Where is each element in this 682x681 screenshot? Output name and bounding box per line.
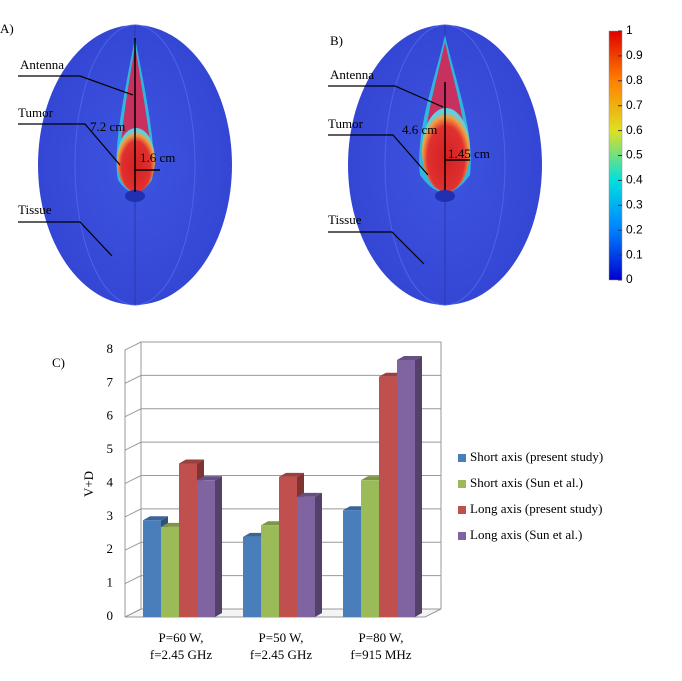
legend-swatch (458, 506, 466, 514)
colorbar-tick-label: 1 (626, 23, 633, 37)
bar (261, 525, 279, 617)
grid-line (124, 508, 441, 518)
bar (379, 376, 397, 617)
y-tick-label: 0 (107, 608, 114, 623)
leader (18, 123, 121, 166)
panel-label: C) (52, 355, 65, 370)
y-tick-label: 7 (107, 374, 114, 389)
bar-top (397, 356, 422, 361)
bar-top (279, 472, 304, 477)
colorbar-tick-label: 0.9 (626, 48, 643, 62)
bar-top (297, 492, 322, 497)
x-tick-label: P=60 W, (159, 630, 204, 645)
bar (179, 463, 197, 617)
bar (161, 526, 179, 617)
legend-label: Long axis (present study) (470, 501, 603, 516)
bar (297, 496, 315, 617)
grid-line (124, 541, 441, 551)
bar (361, 480, 379, 617)
grid-line (124, 475, 441, 484)
leader (18, 75, 134, 96)
annotation: Antenna (330, 67, 374, 82)
annotation: 1.6 cm (140, 150, 175, 165)
panel-b: B) Antenna Tumor Tissue 4.6 cm 1.45 cm (328, 24, 542, 306)
tumor-shape (422, 108, 470, 192)
panel-a: A) Antenna Tumor Tissue 7.2 cm 1.6 cm (0, 21, 232, 306)
panel-label: B) (330, 33, 343, 48)
grid-line (124, 441, 441, 451)
x-tick-label: f=915 MHz (350, 647, 411, 662)
colorbar-tick-label: 0.4 (626, 173, 643, 187)
y-tick-label: 8 (107, 341, 114, 356)
grid-line (124, 374, 441, 384)
leader (328, 231, 425, 265)
bar-side (215, 476, 222, 617)
colorbar-tick-label: 0.1 (626, 247, 643, 261)
x-tick-label: P=50 W, (259, 630, 304, 645)
leader (328, 85, 444, 108)
chart: C) V+D 0 1 2 3 4 5 6 7 8 P=60 W, f=2.45 GHz P=50 W,… (52, 341, 603, 662)
colorbar-ticks: 0 0.1 0.2 0.3 0.4 0.5 0.6 0.7 0.8 0.9 1 (618, 23, 643, 286)
leader (18, 221, 113, 257)
bar (343, 510, 361, 617)
y-tick-label: 6 (107, 408, 114, 423)
bar-side (415, 356, 422, 617)
legend-label: Short axis (present study) (470, 449, 603, 464)
grid-line (124, 341, 441, 351)
bar (243, 536, 261, 617)
legend-label: Long axis (Sun et al.) (470, 527, 582, 542)
colorbar-tick-label: 0.3 (626, 197, 643, 211)
bar (279, 476, 297, 617)
y-tick-label: 2 (107, 541, 114, 556)
bar (197, 480, 215, 617)
x-tick-label: P=80 W, (359, 630, 404, 645)
bar-top (143, 516, 168, 521)
tumor-shape (117, 128, 155, 192)
legend-label: Short axis (Sun et al.) (470, 475, 583, 490)
legend-swatch (458, 480, 466, 488)
colorbar-tick-label: 0.7 (626, 98, 643, 112)
bar (143, 520, 161, 617)
legend-swatch (458, 454, 466, 462)
annotation: Tissue (328, 212, 362, 227)
colorbar-tick-label: 0 (626, 272, 633, 286)
grid-line (124, 408, 441, 418)
annotation: Antenna (20, 57, 64, 72)
annotation: Tumor (328, 116, 364, 131)
tip (125, 190, 145, 202)
annotation: Tumor (18, 105, 54, 120)
y-tick-label: 3 (107, 508, 114, 523)
grid-line (124, 608, 441, 618)
annotation: 7.2 cm (90, 119, 125, 134)
colorbar-tick-label: 0.6 (626, 123, 643, 137)
annotation: 1.45 cm (448, 146, 490, 161)
y-axis-label: V+D (81, 471, 96, 497)
panel-label: A) (0, 21, 14, 36)
tip (435, 190, 455, 202)
y-tick-label: 1 (107, 575, 114, 590)
annotation: Tissue (18, 202, 52, 217)
annotation: 4.6 cm (402, 122, 437, 137)
bar (397, 360, 415, 617)
bar-top (197, 476, 222, 481)
x-tick-label: f=2.45 GHz (150, 647, 212, 662)
legend-swatch (458, 532, 466, 540)
leader (328, 134, 429, 176)
colorbar-tick-label: 0.2 (626, 222, 643, 236)
y-tick-label: 4 (107, 474, 114, 489)
colorbar-tick-label: 0.5 (626, 148, 643, 162)
x-tick-label: f=2.45 GHz (250, 647, 312, 662)
colorbar-tick-label: 0.8 (626, 73, 643, 87)
bar-top (179, 459, 204, 464)
grid-line (124, 575, 441, 585)
y-tick-label: 5 (107, 441, 114, 456)
bar-side (315, 492, 322, 617)
